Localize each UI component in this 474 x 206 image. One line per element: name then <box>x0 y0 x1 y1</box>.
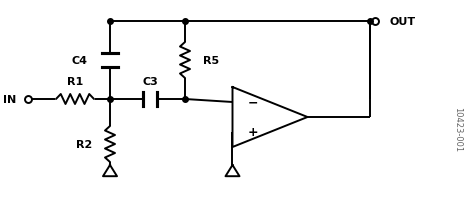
Text: −: − <box>247 96 258 109</box>
Text: C3: C3 <box>142 77 158 87</box>
Text: R1: R1 <box>67 77 83 87</box>
Text: R2: R2 <box>76 139 92 149</box>
Text: R5: R5 <box>203 56 219 66</box>
Text: C4: C4 <box>72 56 88 66</box>
Text: OUT: OUT <box>390 17 416 27</box>
Text: 10423-001: 10423-001 <box>454 107 463 152</box>
Text: IN: IN <box>3 95 16 104</box>
Text: +: + <box>247 126 258 139</box>
